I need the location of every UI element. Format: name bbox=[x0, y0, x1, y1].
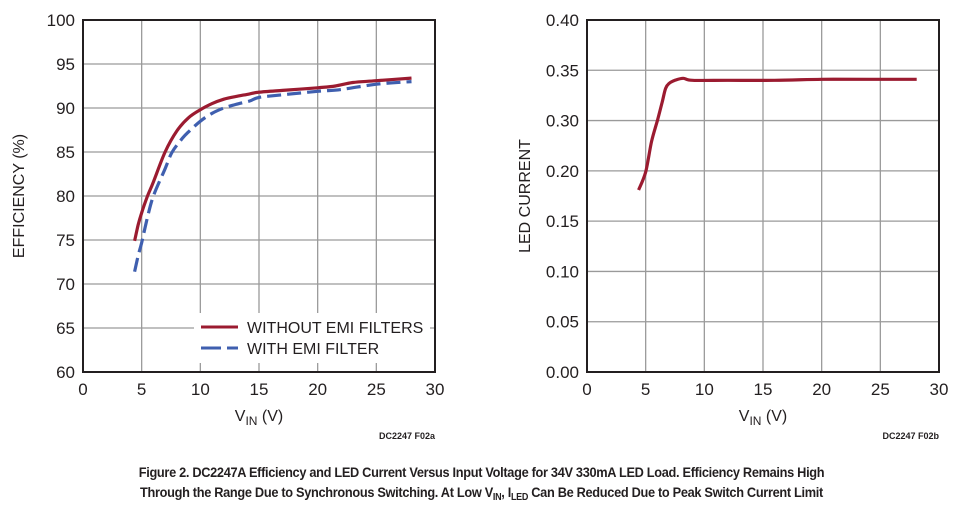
y-tick-label: 0.00 bbox=[546, 363, 579, 382]
led-current-grid bbox=[586, 19, 940, 373]
led-current-tick-labels: 0 5 10 15 20 25 30 0.00 0.05 0.10 0.15 0.20 0.30 0.35… bbox=[546, 11, 949, 399]
x-tick-label: 15 bbox=[754, 380, 773, 399]
x-tick-label: 10 bbox=[191, 380, 210, 399]
y-tick-label: 95 bbox=[56, 55, 75, 74]
efficiency-plot-frame bbox=[82, 19, 436, 373]
led-current-plot-frame bbox=[586, 19, 940, 373]
x-tick-label: 20 bbox=[308, 380, 327, 399]
efficiency-x-axis-label: VIN (V) bbox=[235, 408, 283, 428]
led-current-lines bbox=[637, 76, 917, 191]
x-tick-label: 30 bbox=[426, 380, 445, 399]
y-tick-label: 100 bbox=[47, 11, 75, 30]
y-tick-label: 0.35 bbox=[546, 61, 579, 80]
y-tick-label: 0.40 bbox=[546, 11, 579, 30]
y-tick-label: 0.10 bbox=[546, 262, 579, 281]
efficiency-y-axis-label: EFFICIENCY (%) bbox=[11, 134, 28, 258]
y-tick-label: 0.05 bbox=[546, 313, 579, 332]
y-tick-label: 90 bbox=[56, 99, 75, 118]
y-tick-label: 0.15 bbox=[546, 212, 579, 231]
x-tick-label: 25 bbox=[871, 380, 890, 399]
legend-background bbox=[194, 313, 430, 363]
efficiency-lines bbox=[133, 76, 412, 273]
legend-label-without-emi: WITHOUT EMI FILTERS bbox=[247, 320, 423, 337]
led-current-y-axis-label: LED CURRENT bbox=[517, 139, 534, 253]
led-current-footnote: DC2247 F02b bbox=[882, 431, 939, 441]
x-tick-label: 15 bbox=[250, 380, 269, 399]
x-tick-label: 25 bbox=[367, 380, 386, 399]
y-tick-label: 60 bbox=[56, 363, 75, 382]
series-line-with-emi-filter bbox=[133, 80, 412, 273]
led-current-chart: 0 5 10 15 20 25 30 0.00 0.05 0.10 0.15 0.20 0.30 0.35… bbox=[517, 11, 948, 441]
led-current-x-axis-label: VIN (V) bbox=[739, 408, 787, 428]
x-tick-label: 20 bbox=[812, 380, 831, 399]
series-line-without-emi-filters bbox=[133, 76, 412, 242]
x-tick-label: 30 bbox=[930, 380, 949, 399]
x-tick-label: 10 bbox=[695, 380, 714, 399]
y-tick-label: 80 bbox=[56, 187, 75, 206]
x-tick-label: 5 bbox=[641, 380, 650, 399]
efficiency-legend: WITHOUT EMI FILTERS WITH EMI FILTER bbox=[194, 313, 430, 363]
y-tick-label: 70 bbox=[56, 275, 75, 294]
y-tick-label: 0.30 bbox=[546, 112, 579, 131]
caption-line-2: Through the Range Due to Synchronous Swi… bbox=[140, 485, 823, 503]
legend-label-with-emi: WITH EMI FILTER bbox=[247, 341, 379, 358]
y-tick-label: 0.20 bbox=[546, 162, 579, 181]
y-tick-label: 85 bbox=[56, 143, 75, 162]
x-tick-label: 0 bbox=[78, 380, 87, 399]
caption-line-1: Figure 2. DC2247A Efficiency and LED Cur… bbox=[138, 465, 825, 481]
series-line-led-current bbox=[637, 76, 917, 191]
x-tick-label: 5 bbox=[137, 380, 146, 399]
figure-caption: Figure 2. DC2247A Efficiency and LED Cur… bbox=[48, 463, 915, 508]
efficiency-footnote: DC2247 F02a bbox=[379, 431, 436, 441]
y-tick-label: 65 bbox=[56, 319, 75, 338]
y-tick-label: 75 bbox=[56, 231, 75, 250]
efficiency-tick-labels: 0 5 10 15 20 25 30 60 65 70 75 80 85 90 95 100 bbox=[47, 11, 445, 399]
x-tick-label: 0 bbox=[582, 380, 591, 399]
